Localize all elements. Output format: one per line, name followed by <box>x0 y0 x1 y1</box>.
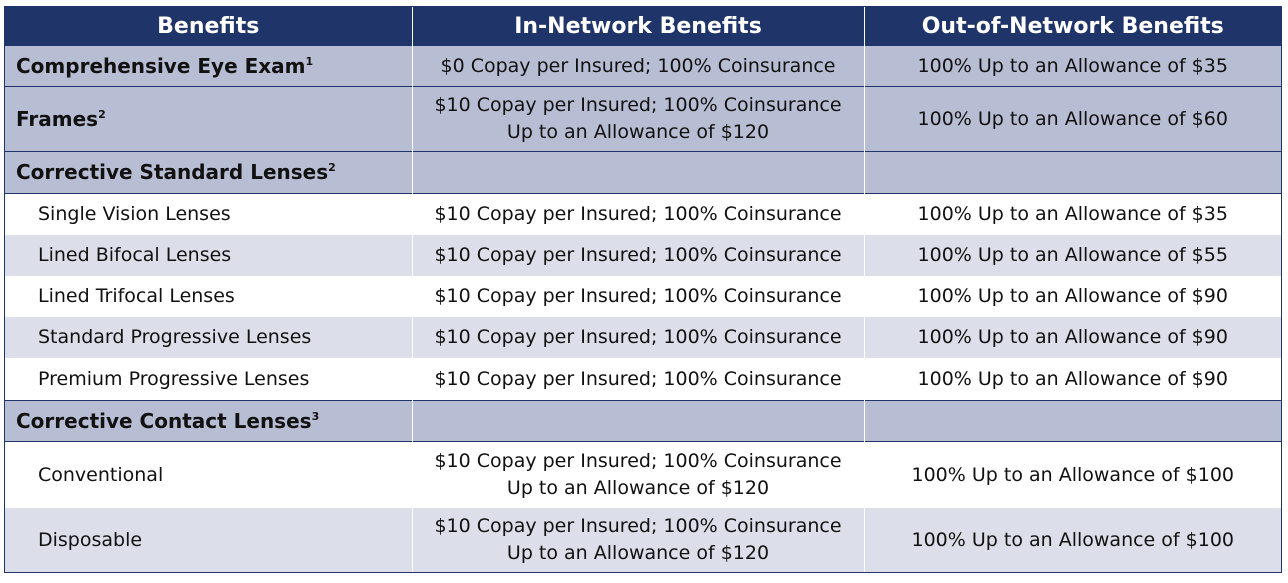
out-network-cell: 100% Up to an Allowance of $90 <box>863 317 1281 358</box>
header-in-network: In-Network Benefits <box>411 7 864 46</box>
empty-cell <box>411 400 864 442</box>
in-network-cell: $10 Copay per Insured; 100% Coinsurance <box>411 235 864 276</box>
in-network-cell: $10 Copay per Insured; 100% Coinsurance <box>411 317 864 358</box>
section-label: Comprehensive Eye Exam1 <box>5 45 412 87</box>
out-network-cell: 100% Up to an Allowance of $60 <box>863 86 1281 152</box>
header-row: Benefits In-Network Benefits Out-of-Netw… <box>5 7 1281 46</box>
in-network-cell: $0 Copay per Insured; 100% Coinsurance <box>411 45 864 87</box>
out-network-cell: 100% Up to an Allowance of $100 <box>863 441 1281 508</box>
in-network-cell: $10 Copay per Insured; 100% Coinsurance <box>411 276 864 317</box>
section-row-standard-lenses: Corrective Standard Lenses2 <box>5 151 1281 194</box>
row-label: Conventional <box>5 441 412 508</box>
row-label: Premium Progressive Lenses <box>5 358 412 401</box>
out-network-cell: 100% Up to an Allowance of $55 <box>863 235 1281 276</box>
section-row-eye-exam: Comprehensive Eye Exam1 $0 Copay per Ins… <box>5 45 1281 87</box>
out-network-cell: 100% Up to an Allowance of $90 <box>863 276 1281 317</box>
row-label: Disposable <box>5 508 412 572</box>
out-network-cell: 100% Up to an Allowance of $35 <box>863 45 1281 87</box>
in-network-cell: $10 Copay per Insured; 100% Coinsurance <box>411 193 864 235</box>
table-row-conventional: Conventional $10 Copay per Insured; 100%… <box>5 441 1281 508</box>
benefits-table: Benefits In-Network Benefits Out-of-Netw… <box>5 7 1281 572</box>
benefits-table-container: Benefits In-Network Benefits Out-of-Netw… <box>4 6 1282 573</box>
in-network-cell: $10 Copay per Insured; 100% Coinsurance … <box>411 508 864 572</box>
in-network-cell: $10 Copay per Insured; 100% Coinsurance <box>411 358 864 401</box>
table-row-premium-progressive: Premium Progressive Lenses $10 Copay per… <box>5 358 1281 401</box>
out-network-cell: 100% Up to an Allowance of $35 <box>863 193 1281 235</box>
section-row-frames: Frames2 $10 Copay per Insured; 100% Coin… <box>5 86 1281 152</box>
in-network-cell: $10 Copay per Insured; 100% Coinsurance … <box>411 86 864 152</box>
row-label: Standard Progressive Lenses <box>5 317 412 358</box>
section-label: Corrective Contact Lenses3 <box>5 400 412 442</box>
table-row-single-vision: Single Vision Lenses $10 Copay per Insur… <box>5 193 1281 235</box>
empty-cell <box>863 400 1281 442</box>
table-row-disposable: Disposable $10 Copay per Insured; 100% C… <box>5 508 1281 572</box>
row-label: Lined Trifocal Lenses <box>5 276 412 317</box>
header-out-of-network: Out-of-Network Benefits <box>863 7 1281 46</box>
section-label: Frames2 <box>5 86 412 152</box>
table-row-lined-trifocal: Lined Trifocal Lenses $10 Copay per Insu… <box>5 276 1281 317</box>
row-label: Single Vision Lenses <box>5 193 412 235</box>
empty-cell <box>863 151 1281 194</box>
empty-cell <box>411 151 864 194</box>
section-label: Corrective Standard Lenses2 <box>5 151 412 194</box>
table-row-standard-progressive: Standard Progressive Lenses $10 Copay pe… <box>5 317 1281 358</box>
table-header: Benefits In-Network Benefits Out-of-Netw… <box>5 7 1281 46</box>
out-network-cell: 100% Up to an Allowance of $90 <box>863 358 1281 401</box>
out-network-cell: 100% Up to an Allowance of $100 <box>863 508 1281 572</box>
row-label: Lined Bifocal Lenses <box>5 235 412 276</box>
section-row-contact-lenses: Corrective Contact Lenses3 <box>5 400 1281 442</box>
table-row-lined-bifocal: Lined Bifocal Lenses $10 Copay per Insur… <box>5 235 1281 276</box>
header-benefits: Benefits <box>5 7 412 46</box>
in-network-cell: $10 Copay per Insured; 100% Coinsurance … <box>411 441 864 508</box>
